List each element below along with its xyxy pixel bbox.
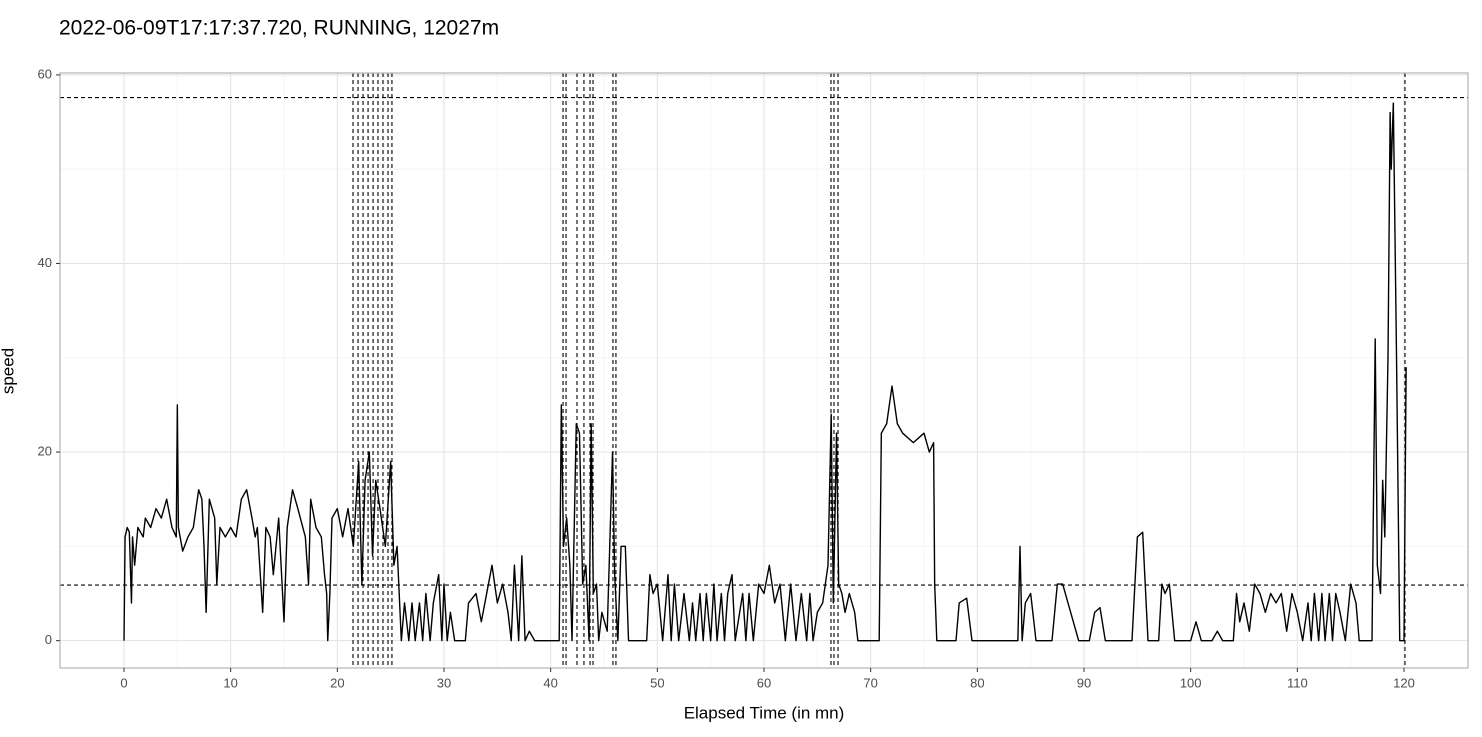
x-tick-label: 20 [330, 675, 344, 690]
x-tick-label: 90 [1077, 675, 1091, 690]
x-tick-label: 60 [757, 675, 771, 690]
x-tick-label: 40 [543, 675, 557, 690]
y-tick-label: 0 [45, 632, 52, 647]
axes: 0 10 20 30 40 50 60 70 80 90 100 110 120 0 20 40 60 [38, 66, 1415, 690]
x-tick-label: 80 [970, 675, 984, 690]
y-tick-label: 20 [38, 444, 52, 459]
y-axis-title: speed [0, 348, 17, 394]
x-tick-label: 100 [1180, 675, 1202, 690]
x-tick-label: 70 [863, 675, 877, 690]
x-tick-label: 0 [120, 675, 127, 690]
y-tick-label: 40 [38, 255, 52, 270]
x-tick-label: 50 [650, 675, 664, 690]
reference-lines [60, 73, 1468, 668]
chart-title: 2022-06-09T17:17:37.720, RUNNING, 12027m [59, 17, 499, 40]
x-tick-label: 30 [437, 675, 451, 690]
x-tick-label: 120 [1393, 675, 1415, 690]
x-tick-label: 110 [1287, 675, 1308, 690]
series [123, 102, 1407, 642]
grid [60, 73, 1468, 668]
x-tick-label: 10 [223, 675, 237, 690]
speed-line [123, 102, 1407, 642]
y-tick-label: 60 [38, 66, 52, 81]
x-axis-title: Elapsed Time (in mn) [684, 703, 845, 722]
